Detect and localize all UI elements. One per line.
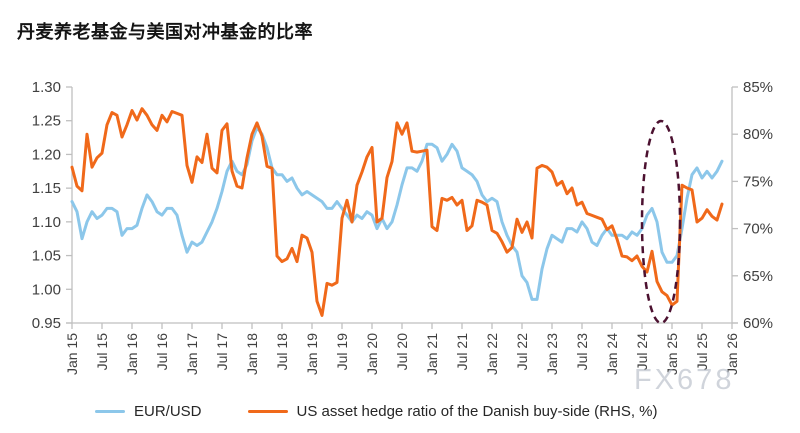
svg-text:60%: 60% [743, 315, 773, 332]
svg-text:Jul 24: Jul 24 [634, 333, 650, 371]
svg-text:Jul 25: Jul 25 [694, 333, 710, 371]
svg-text:Jul 21: Jul 21 [454, 333, 470, 371]
watermark: FX678 [634, 364, 735, 396]
svg-text:Jul 15: Jul 15 [94, 333, 110, 371]
svg-text:Jan 24: Jan 24 [604, 333, 620, 375]
svg-text:70%: 70% [743, 221, 773, 238]
svg-text:1.20: 1.20 [32, 146, 61, 163]
svg-text:Jan 22: Jan 22 [484, 333, 500, 375]
svg-text:Jan 21: Jan 21 [424, 333, 440, 375]
svg-text:1.25: 1.25 [32, 113, 61, 130]
chart-title: 丹麦养老基金与美国对冲基金的比率 [17, 22, 313, 42]
svg-text:Jul 23: Jul 23 [574, 333, 590, 371]
svg-text:80%: 80% [743, 126, 773, 143]
svg-text:1.15: 1.15 [32, 180, 61, 197]
legend-item-hedge-ratio: US asset hedge ratio of the Danish buy-s… [247, 403, 658, 420]
svg-text:1.05: 1.05 [32, 248, 61, 265]
svg-text:Jul 20: Jul 20 [394, 333, 410, 371]
svg-text:Jan 20: Jan 20 [364, 333, 380, 375]
svg-text:Jul 18: Jul 18 [274, 333, 290, 371]
svg-text:1.10: 1.10 [32, 214, 61, 231]
svg-text:65%: 65% [743, 268, 773, 285]
legend-item-eurusd: EUR/USD [95, 403, 202, 420]
svg-text:85%: 85% [743, 79, 773, 96]
legend-label-hedge-ratio: US asset hedge ratio of the Danish buy-s… [296, 403, 658, 420]
svg-text:Jul 17: Jul 17 [214, 333, 230, 371]
svg-text:1.00: 1.00 [32, 281, 61, 298]
svg-text:75%: 75% [743, 173, 773, 190]
svg-text:Jan 25: Jan 25 [664, 333, 680, 375]
legend-label-eurusd: EUR/USD [134, 403, 202, 420]
svg-text:Jul 16: Jul 16 [154, 333, 170, 371]
svg-text:Jul 19: Jul 19 [334, 333, 350, 371]
chart-legend: EUR/USD US asset hedge ratio of the Dani… [95, 403, 658, 420]
svg-text:0.95: 0.95 [32, 315, 61, 332]
svg-text:Jan 15: Jan 15 [64, 333, 80, 375]
hedge-ratio-line-swatch-icon [247, 410, 288, 413]
svg-text:Jan 26: Jan 26 [724, 333, 740, 375]
eurusd-line-swatch-icon [95, 410, 125, 413]
svg-text:Jul 22: Jul 22 [514, 333, 530, 371]
svg-text:1.30: 1.30 [32, 79, 61, 96]
svg-text:Jan 19: Jan 19 [304, 333, 320, 375]
svg-text:Jan 17: Jan 17 [184, 333, 200, 375]
svg-text:Jan 23: Jan 23 [544, 333, 560, 375]
svg-text:Jan 16: Jan 16 [124, 333, 140, 375]
chart-canvas: 1.30 1.25 1.20 1.15 1.10 1.05 1.00 0.95 85% 80% 75… [32, 79, 773, 375]
svg-text:Jan 18: Jan 18 [244, 333, 260, 375]
